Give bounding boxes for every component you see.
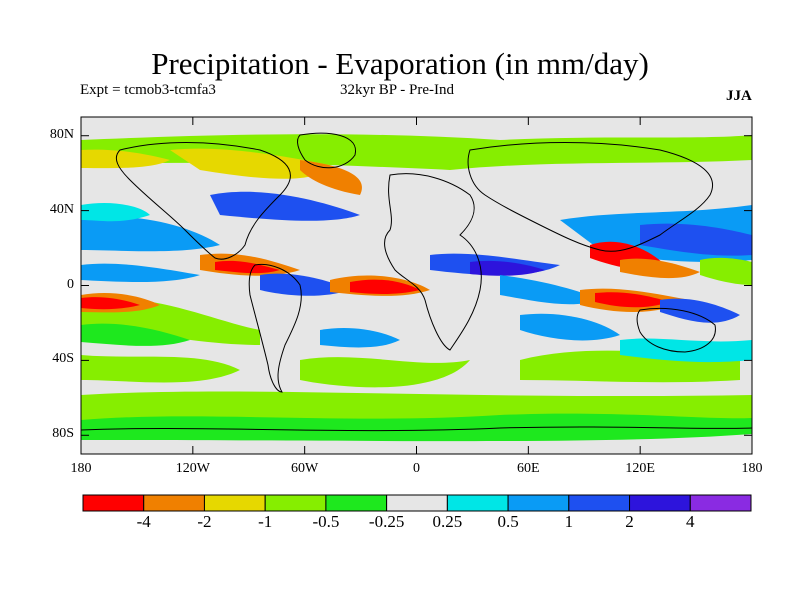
colorbar-label: -0.25: [368, 512, 405, 531]
colorbar-label: -4: [136, 512, 151, 531]
colorbar-swatch: [264, 494, 327, 512]
colorbar-label: -0.5: [312, 512, 340, 531]
x-tick-label: 0: [413, 461, 420, 476]
colorbar-swatch: [386, 494, 448, 512]
colorbar-label: 0.5: [497, 512, 519, 531]
colorbar-swatch: [143, 494, 205, 512]
coastlines: [81, 132, 752, 432]
y-tick-label: 0: [67, 276, 74, 292]
x-tick-label: 180: [741, 461, 763, 476]
colorbar: [82, 494, 752, 512]
colorbar-label: -1: [258, 512, 273, 531]
colorbar-swatch: [507, 494, 570, 512]
colorbar-swatch: [568, 494, 631, 512]
plot-title: Precipitation - Evaporation (in mm/day): [151, 46, 649, 81]
y-tick-label: 80N: [49, 126, 74, 142]
colorbar-label: 0.25: [432, 512, 463, 531]
colorbar-swatch: [203, 494, 266, 512]
experiment-label: Expt = tcmob3-tcmfa3: [80, 82, 216, 98]
x-tick-label: 120E: [625, 461, 655, 476]
colorbar-label: 2: [625, 512, 634, 531]
y-tick-label: 40N: [49, 201, 74, 217]
colorbar-swatch: [629, 494, 691, 512]
colorbar-label: 1: [564, 512, 574, 531]
colorbar-swatch: [82, 494, 145, 512]
colorbar-swatch: [446, 494, 509, 512]
x-tick-label: 60W: [291, 461, 319, 476]
colorbar-swatch: [325, 494, 388, 512]
x-tick-label: 120W: [175, 461, 210, 476]
axis-ticks: [80, 117, 753, 454]
colorbar-swatch: [689, 494, 752, 512]
x-tick-label: 60E: [517, 461, 540, 476]
season-label: JJA: [726, 88, 752, 104]
period-label: 32kyr BP - Pre-Ind: [340, 82, 455, 98]
colorbar-label: -2: [197, 512, 212, 531]
y-tick-label: 80S: [52, 426, 74, 442]
colorbar-label: 4: [686, 512, 695, 531]
x-tick-label: 180: [70, 461, 92, 476]
y-tick-label: 40S: [52, 351, 74, 367]
